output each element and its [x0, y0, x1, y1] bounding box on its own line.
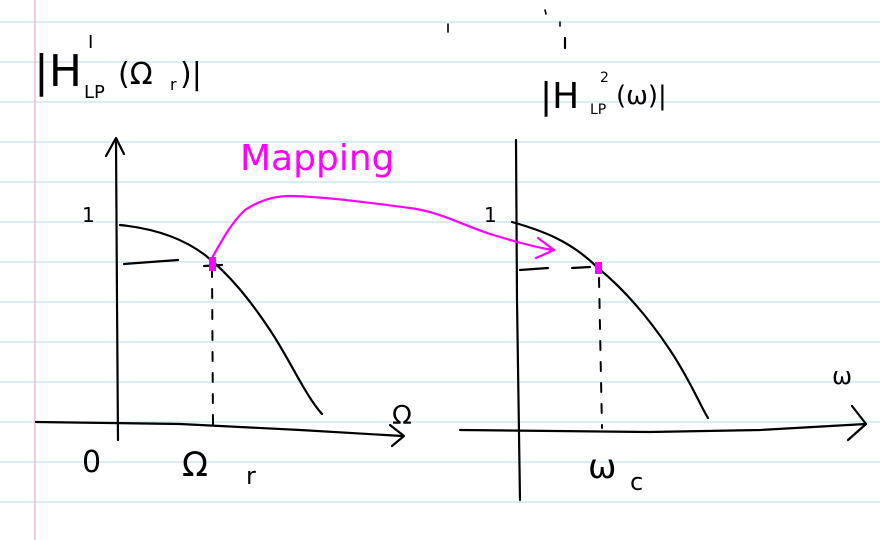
mapping-arrowhead — [534, 236, 556, 260]
right-y-tick-label: 1 — [484, 203, 497, 227]
left-y-label-close: )| — [180, 57, 202, 92]
right-y-label-subscript: LP — [590, 102, 606, 118]
right-plot: |H 2 LP (ω)| 1 ω ω c — [458, 70, 868, 502]
left-y-axis — [114, 138, 120, 442]
right-y-label-superscript: 2 — [600, 70, 609, 86]
right-response-curve — [510, 220, 710, 420]
right-x-axis — [458, 422, 868, 434]
stray-marks — [447, 9, 567, 50]
left-y-label-argument: (Ω — [118, 57, 153, 92]
right-half-power-dash — [518, 266, 550, 272]
left-y-axis-arrowhead — [104, 136, 126, 158]
left-half-power-dash — [122, 258, 180, 266]
left-plot: |H I LP (Ω r )| 1 0 Ω Ω r — [34, 32, 412, 490]
left-y-label-superscript: I — [88, 32, 93, 53]
mapping-arrow — [210, 194, 554, 260]
left-x-axis-arrowhead — [388, 423, 406, 448]
right-x-axis-arrowhead — [846, 404, 868, 442]
right-x-label: ω — [832, 362, 852, 390]
mapping-label: Mapping — [240, 138, 395, 179]
right-cutoff-marker — [595, 262, 602, 274]
left-y-label-argument-subscript: r — [170, 75, 177, 94]
left-y-label: |H — [34, 46, 82, 97]
left-response-curve — [118, 223, 324, 416]
left-y-tick-label: 1 — [82, 203, 95, 227]
left-y-label-subscript: LP — [84, 82, 105, 103]
right-cutoff-dashed-line — [598, 277, 603, 429]
right-y-label: |H — [540, 76, 579, 117]
left-x-axis — [34, 420, 404, 438]
left-cutoff-marker — [209, 257, 216, 271]
right-y-axis — [514, 138, 522, 502]
mapping-annotation: Mapping — [210, 138, 556, 260]
right-cutoff-label-subscript: c — [630, 468, 643, 496]
ruled-lines — [0, 21, 880, 503]
left-x-label: Ω — [392, 401, 412, 431]
left-cutoff-label: Ω — [182, 445, 208, 485]
right-cutoff-label: ω — [588, 447, 616, 487]
left-cutoff-dashed-line — [211, 267, 214, 426]
right-y-label-argument: (ω)| — [616, 81, 667, 111]
left-origin-label: 0 — [82, 445, 101, 480]
right-half-power-dash-right — [570, 265, 592, 270]
left-cutoff-label-subscript: r — [246, 462, 256, 490]
